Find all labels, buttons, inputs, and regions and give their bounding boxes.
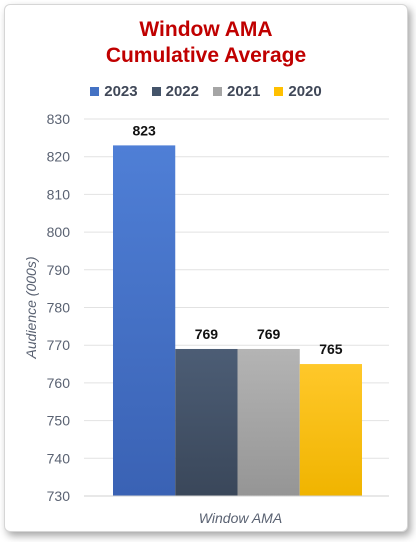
y-tick-label: 780 (47, 300, 71, 316)
legend-swatch-2023 (90, 87, 100, 96)
legend-item-2022[interactable]: 2022 (151, 83, 199, 100)
chart-card: Window AMA Cumulative Average 2023 2022 … (4, 4, 408, 532)
y-axis-title: Audience (000s) (23, 257, 39, 360)
legend-swatch-2021 (213, 87, 222, 96)
y-tick-label: 830 (47, 111, 71, 127)
bar-2023[interactable] (113, 145, 176, 496)
y-tick-label: 750 (47, 413, 71, 429)
y-tick-label: 810 (47, 186, 71, 202)
data-label-2021: 769 (257, 326, 281, 342)
legend-swatch-2020 (274, 87, 284, 96)
legend-label-2022: 2022 (165, 83, 199, 100)
data-label-2020: 765 (319, 341, 343, 357)
chart-title-line2: Cumulative Average (105, 44, 307, 67)
plot-area: 823 769 769 765 730 740 750 760 770 780 790 800 810… (23, 111, 389, 526)
legend-label-2021: 2021 (227, 83, 261, 100)
y-tick-label: 740 (47, 450, 71, 466)
legend-label-2020: 2020 (288, 83, 322, 100)
y-tick-label: 820 (47, 149, 71, 165)
data-label-2023: 823 (132, 122, 156, 138)
chart-title-line1: Window AMA (139, 18, 273, 41)
bar-2021[interactable] (237, 348, 300, 496)
legend-swatch-2022 (151, 87, 161, 96)
data-label-2022: 769 (195, 326, 219, 342)
y-tick-label: 790 (47, 262, 71, 278)
y-tick-label: 800 (47, 224, 71, 240)
x-category-label: Window AMA (199, 510, 282, 526)
legend-item-2021[interactable]: 2021 (213, 83, 260, 100)
legend-label-2023: 2023 (104, 83, 138, 100)
y-tick-label: 760 (47, 375, 71, 391)
bar-2020[interactable] (299, 364, 362, 496)
y-tick-label: 770 (47, 337, 71, 353)
legend-item-2020[interactable]: 2020 (274, 83, 322, 100)
y-tick-label: 730 (47, 488, 71, 504)
bar-2022[interactable] (175, 348, 238, 496)
legend-item-2023[interactable]: 2023 (90, 83, 138, 100)
legend: 2023 2022 2021 2020 (5, 83, 407, 100)
